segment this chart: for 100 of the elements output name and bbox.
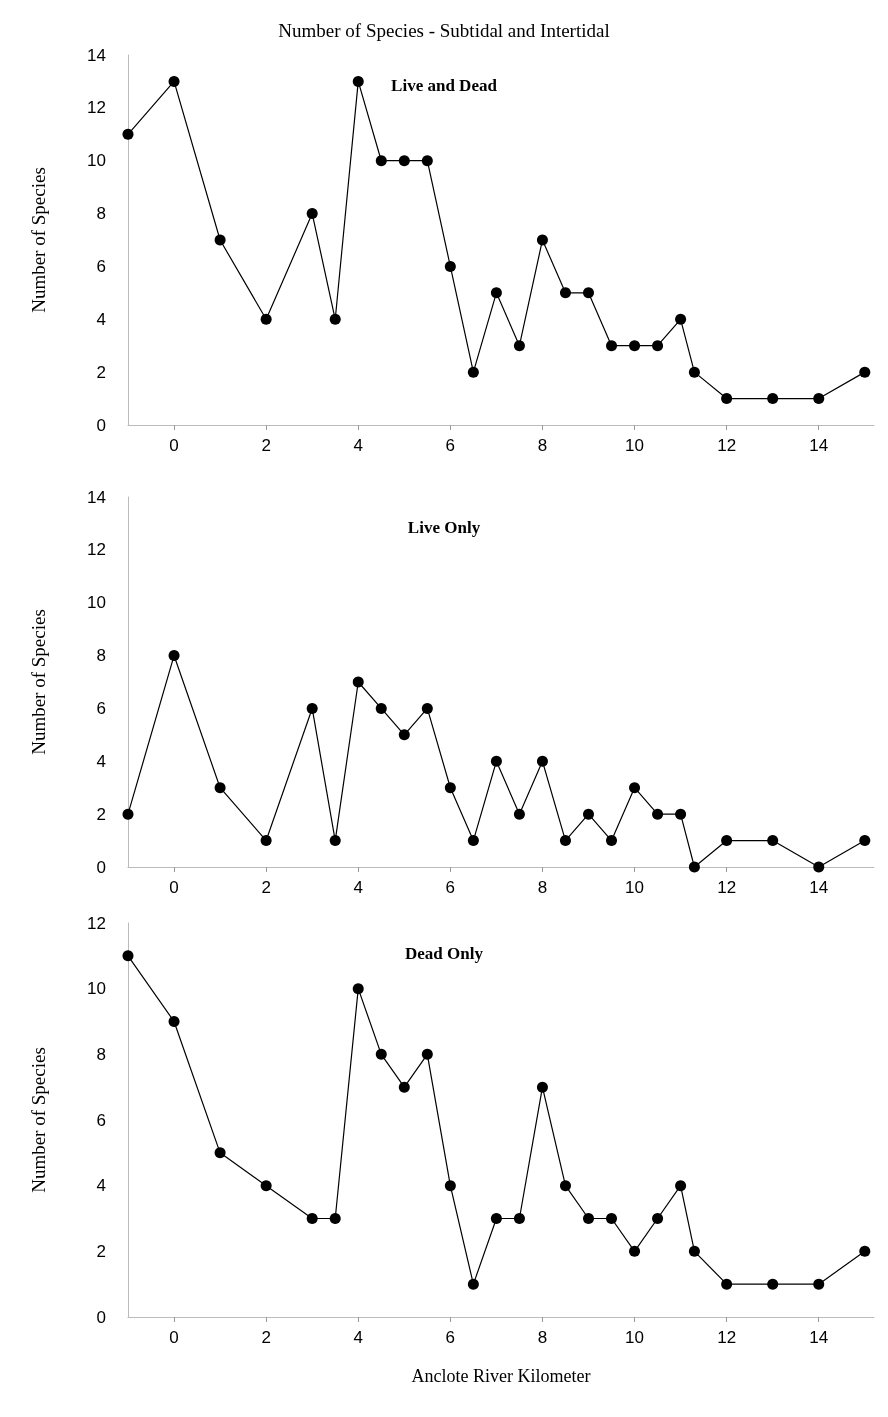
- point: [329, 1213, 341, 1224]
- point: [352, 676, 364, 688]
- y-tick-label: 8: [96, 204, 106, 224]
- point: [168, 650, 180, 662]
- y-axis-title: Number of Species: [28, 609, 49, 755]
- x-tick-label: 8: [537, 878, 548, 897]
- x-tick-label: 0: [169, 436, 179, 455]
- point: [398, 1081, 410, 1093]
- point: [688, 861, 700, 873]
- point: [813, 861, 825, 873]
- point: [467, 1278, 479, 1290]
- y-tick-label: 2: [96, 804, 106, 824]
- point: [352, 983, 364, 995]
- point: [214, 234, 226, 246]
- y-tick-label: 6: [96, 1110, 106, 1130]
- y-tick-label: 8: [96, 1044, 106, 1064]
- point: [675, 1180, 687, 1192]
- x-tick-label: 10: [625, 878, 644, 897]
- point: [688, 366, 700, 378]
- point: [813, 1278, 825, 1290]
- y-tick-label: 12: [87, 540, 106, 560]
- point: [583, 808, 594, 820]
- point: [490, 287, 502, 299]
- x-tick-label: 12: [717, 878, 737, 897]
- annotation: Dead Only: [405, 944, 484, 963]
- y-tick-label: 0: [96, 415, 106, 435]
- point: [122, 808, 134, 820]
- point: [444, 782, 456, 794]
- y-tick-label: 10: [87, 151, 106, 171]
- point: [767, 393, 779, 405]
- point: [513, 1213, 525, 1224]
- point: [168, 75, 180, 87]
- point: [813, 393, 825, 405]
- annotation: Live and Dead: [391, 76, 498, 95]
- point: [536, 234, 548, 246]
- point: [559, 835, 571, 847]
- x-tick-label: 4: [353, 878, 363, 897]
- point: [688, 1245, 700, 1257]
- point: [467, 835, 479, 847]
- x-tick-label: 0: [169, 1328, 179, 1347]
- point: [421, 702, 433, 714]
- point: [859, 1245, 871, 1257]
- annotation: Live Only: [407, 518, 481, 537]
- y-tick-label: 0: [96, 857, 106, 877]
- y-tick-label: 10: [87, 979, 106, 999]
- point: [721, 835, 733, 847]
- point: [421, 155, 433, 167]
- point: [583, 1213, 594, 1224]
- x-axis-title: Anclote River Kilometer: [411, 1366, 591, 1386]
- y-tick-label: 6: [96, 698, 106, 718]
- point: [721, 393, 733, 405]
- y-tick-label: 2: [96, 1241, 106, 1261]
- point: [306, 1213, 318, 1224]
- point: [306, 208, 318, 220]
- point: [559, 287, 571, 299]
- x-tick-label: 14: [809, 1328, 829, 1347]
- point: [467, 366, 479, 378]
- point: [352, 75, 364, 87]
- point: [260, 835, 272, 847]
- y-tick-label: 2: [96, 362, 106, 382]
- point: [629, 340, 641, 352]
- point: [260, 1180, 272, 1192]
- point: [721, 1278, 733, 1290]
- y-tick-label: 4: [96, 751, 106, 771]
- point: [583, 287, 594, 299]
- point: [122, 128, 134, 140]
- x-tick-label: 2: [261, 436, 271, 455]
- y-tick-label: 6: [96, 256, 106, 276]
- point: [513, 340, 525, 352]
- x-tick-label: 6: [445, 878, 456, 897]
- point: [329, 835, 341, 847]
- y-tick-label: 14: [87, 487, 106, 507]
- point: [375, 1048, 387, 1060]
- y-tick-label: 12: [87, 98, 106, 118]
- y-tick-label: 14: [87, 45, 106, 65]
- point: [767, 1278, 779, 1290]
- x-tick-label: 4: [353, 1328, 363, 1347]
- point: [606, 340, 618, 352]
- x-tick-label: 8: [537, 1328, 548, 1347]
- point: [306, 702, 318, 714]
- point: [606, 1213, 618, 1224]
- x-tick-label: 10: [625, 1328, 644, 1347]
- y-axis-title: Number of Species: [28, 167, 49, 313]
- x-tick-label: 14: [809, 878, 829, 897]
- point: [629, 782, 641, 794]
- x-tick-label: 8: [537, 436, 548, 455]
- y-tick-label: 0: [96, 1307, 106, 1327]
- point: [214, 1147, 226, 1159]
- y-axis-title: Number of Species: [28, 1047, 49, 1193]
- y-tick-label: 4: [96, 309, 106, 329]
- point: [859, 835, 871, 847]
- point: [122, 950, 134, 962]
- point: [675, 808, 687, 820]
- point: [214, 782, 226, 794]
- y-tick-label: 10: [87, 593, 106, 613]
- x-tick-label: 6: [445, 1328, 456, 1347]
- point: [652, 1213, 664, 1224]
- x-tick-label: 14: [809, 436, 829, 455]
- x-tick-label: 6: [445, 436, 456, 455]
- point: [606, 835, 618, 847]
